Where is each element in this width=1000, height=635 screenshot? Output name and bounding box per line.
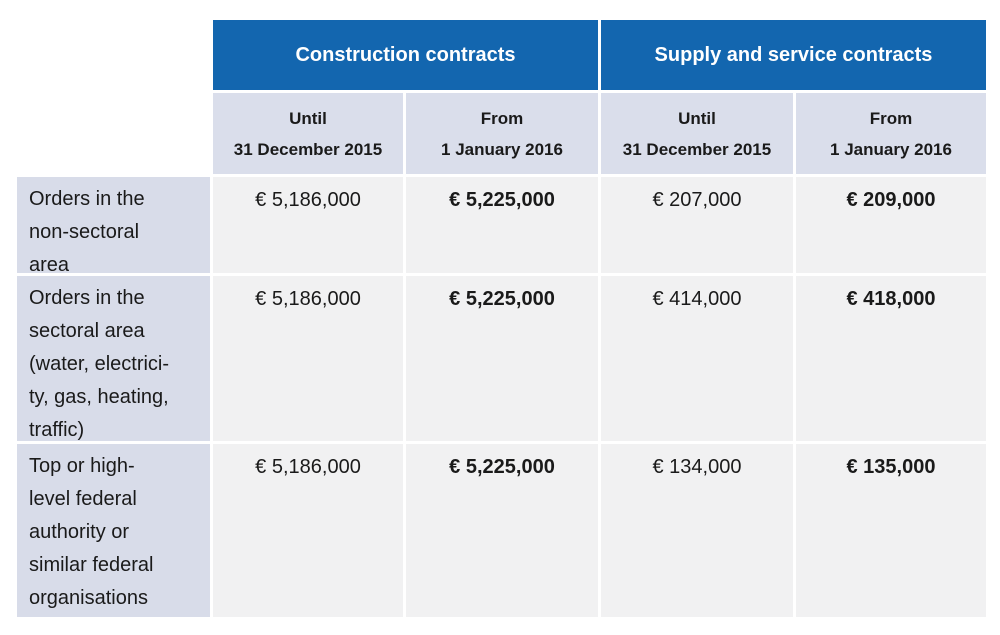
subheader-supply-from: From 1 January 2016 bbox=[796, 93, 986, 174]
group-header-supply-service-contracts: Supply and service contracts bbox=[601, 20, 986, 90]
value-sectoral-supply-from: € 418,000 bbox=[796, 276, 986, 441]
row-label-sectoral: Orders in the sectoral area (water, elec… bbox=[17, 276, 210, 441]
subheader-construction-from: From 1 January 2016 bbox=[406, 93, 598, 174]
value-federal-supply-from: € 135,000 bbox=[796, 444, 986, 617]
value-non-sectoral-supply-from: € 209,000 bbox=[796, 177, 986, 273]
row-label-non-sectoral: Orders in the non-sectoral area bbox=[17, 177, 210, 276]
value-federal-construction-until: € 5,186,000 bbox=[213, 444, 403, 617]
subheader-construction-until: Until 31 December 2015 bbox=[213, 93, 403, 174]
value-non-sectoral-supply-until: € 207,000 bbox=[601, 177, 793, 273]
row-label-federal-authority: Top or high- level federal authority or … bbox=[17, 444, 210, 617]
value-federal-supply-until: € 134,000 bbox=[601, 444, 793, 617]
group-header-construction-contracts: Construction contracts bbox=[213, 20, 598, 90]
subheader-supply-until: Until 31 December 2015 bbox=[601, 93, 793, 174]
value-sectoral-construction-from: € 5,225,000 bbox=[406, 276, 598, 441]
procurement-thresholds-table: Construction contracts Supply and servic… bbox=[17, 20, 986, 617]
value-non-sectoral-construction-from: € 5,225,000 bbox=[406, 177, 598, 273]
value-sectoral-construction-until: € 5,186,000 bbox=[213, 276, 403, 441]
value-federal-construction-from: € 5,225,000 bbox=[406, 444, 598, 617]
value-sectoral-supply-until: € 414,000 bbox=[601, 276, 793, 441]
value-non-sectoral-construction-until: € 5,186,000 bbox=[213, 177, 403, 273]
